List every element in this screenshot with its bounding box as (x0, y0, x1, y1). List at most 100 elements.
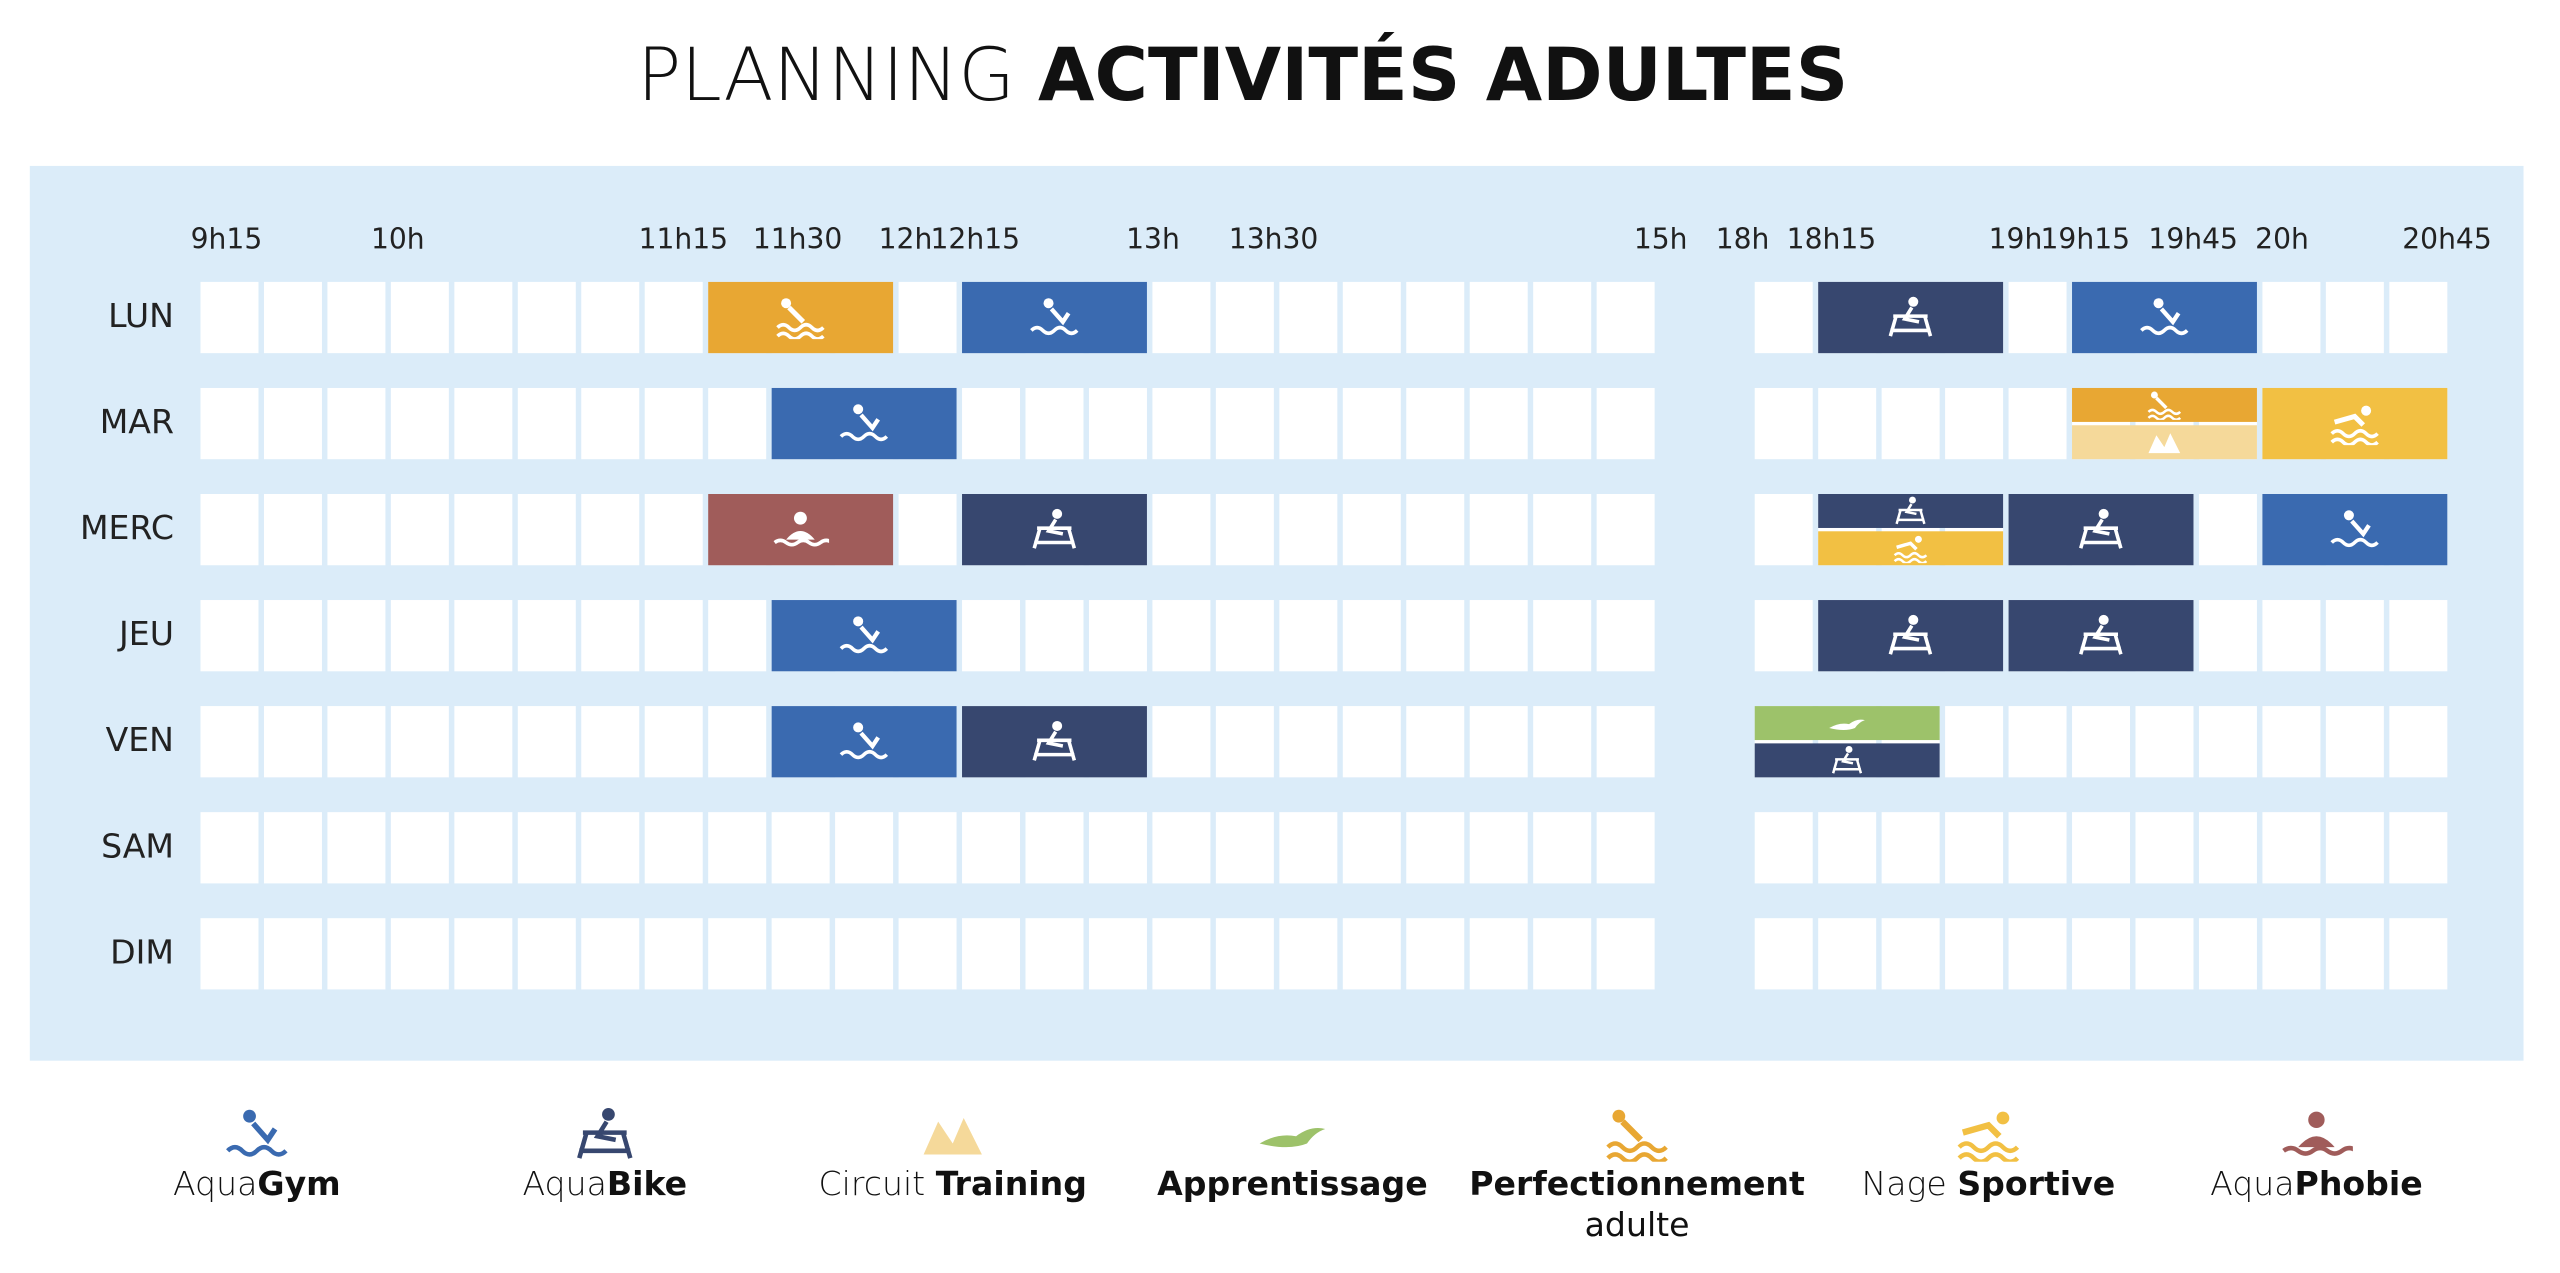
time-label: 19h45 (2148, 222, 2238, 255)
slot (1342, 494, 1401, 566)
slot (1215, 812, 1274, 884)
time-label: 18h (1716, 222, 1770, 255)
slot (1818, 387, 1877, 460)
legend-bold: Phobie (2295, 1163, 2423, 1202)
activity-block (771, 387, 957, 460)
slot (1215, 706, 1274, 778)
legend-label: AquaBike (522, 1163, 687, 1202)
time-label: 18h15 (1787, 222, 1877, 255)
slot (2198, 812, 2257, 884)
slot (1881, 918, 1940, 990)
day-label: SAM (101, 826, 174, 865)
slot (2072, 918, 2131, 990)
slot (2008, 812, 2067, 884)
slot (581, 281, 640, 354)
legend-bold: Sportive (1957, 1163, 2115, 1202)
slot (2135, 918, 2194, 990)
slot (2389, 812, 2448, 884)
slot (2389, 281, 2448, 354)
slot (1279, 281, 1338, 354)
slot (1279, 600, 1338, 672)
slot (1596, 706, 1655, 778)
slot (1533, 918, 1592, 990)
slot (1469, 812, 1528, 884)
legend-light: Aqua (2210, 1163, 2294, 1202)
slot (644, 706, 703, 778)
slot (454, 387, 513, 460)
slot (581, 387, 640, 460)
time-label: 19h (1989, 222, 2043, 255)
legend-bold: Gym (257, 1163, 340, 1202)
title-light: PLANNING (637, 33, 1015, 118)
slot (644, 600, 703, 672)
slot (1533, 812, 1592, 884)
slot (390, 706, 449, 778)
time-label: 20h (2255, 222, 2309, 255)
slot (1152, 494, 1211, 566)
slot (708, 918, 767, 990)
day-label: LUN (108, 296, 174, 335)
activity-block (2262, 494, 2448, 566)
slot (200, 918, 259, 990)
slot (517, 281, 576, 354)
slot (200, 812, 259, 884)
slot (2325, 918, 2384, 990)
slot (1215, 600, 1274, 672)
slot (2008, 387, 2067, 460)
slot (454, 494, 513, 566)
slot (1469, 706, 1528, 778)
time-label: 11h15 (639, 222, 729, 255)
day-label: MERC (80, 508, 174, 547)
legend-bold: Bike (607, 1163, 687, 1202)
slot (454, 918, 513, 990)
slot (2389, 918, 2448, 990)
slot (1469, 494, 1528, 566)
slot (1596, 387, 1655, 460)
slot (1945, 387, 2004, 460)
slot (2325, 281, 2384, 354)
slot (1279, 494, 1338, 566)
slot (1025, 812, 1084, 884)
slot (1406, 706, 1465, 778)
slot (200, 281, 259, 354)
legend-label: Nage Sportive (1861, 1163, 2115, 1202)
slot (390, 918, 449, 990)
slot (1533, 281, 1592, 354)
slot (517, 600, 576, 672)
legend-light: Aqua (173, 1163, 257, 1202)
legend-light: Nage (1861, 1163, 1957, 1202)
activity-block (771, 706, 957, 778)
slot (1152, 600, 1211, 672)
slot (1406, 494, 1465, 566)
slot (263, 281, 322, 354)
slot (1533, 387, 1592, 460)
slot (644, 812, 703, 884)
slot (263, 600, 322, 672)
slot (454, 600, 513, 672)
slot (1533, 706, 1592, 778)
slot (1754, 494, 1813, 566)
legend-label: Perfectionnement (1469, 1163, 1805, 1202)
slot (962, 918, 1021, 990)
slot (898, 918, 957, 990)
slot (1215, 281, 1274, 354)
slot (1754, 600, 1813, 672)
slot (454, 706, 513, 778)
time-label: 19h15 (2041, 222, 2131, 255)
time-label: 20h45 (2402, 222, 2492, 255)
slot (263, 812, 322, 884)
slot (390, 387, 449, 460)
legend-label: AquaGym (173, 1163, 341, 1202)
slot (1279, 706, 1338, 778)
slot (2072, 812, 2131, 884)
slot (962, 387, 1021, 460)
slot (1754, 281, 1813, 354)
legend-label: Apprentissage (1157, 1163, 1428, 1202)
slot (327, 918, 386, 990)
activity-block (2262, 387, 2448, 460)
slot (390, 494, 449, 566)
slot (200, 387, 259, 460)
slot (327, 494, 386, 566)
slot (517, 494, 576, 566)
